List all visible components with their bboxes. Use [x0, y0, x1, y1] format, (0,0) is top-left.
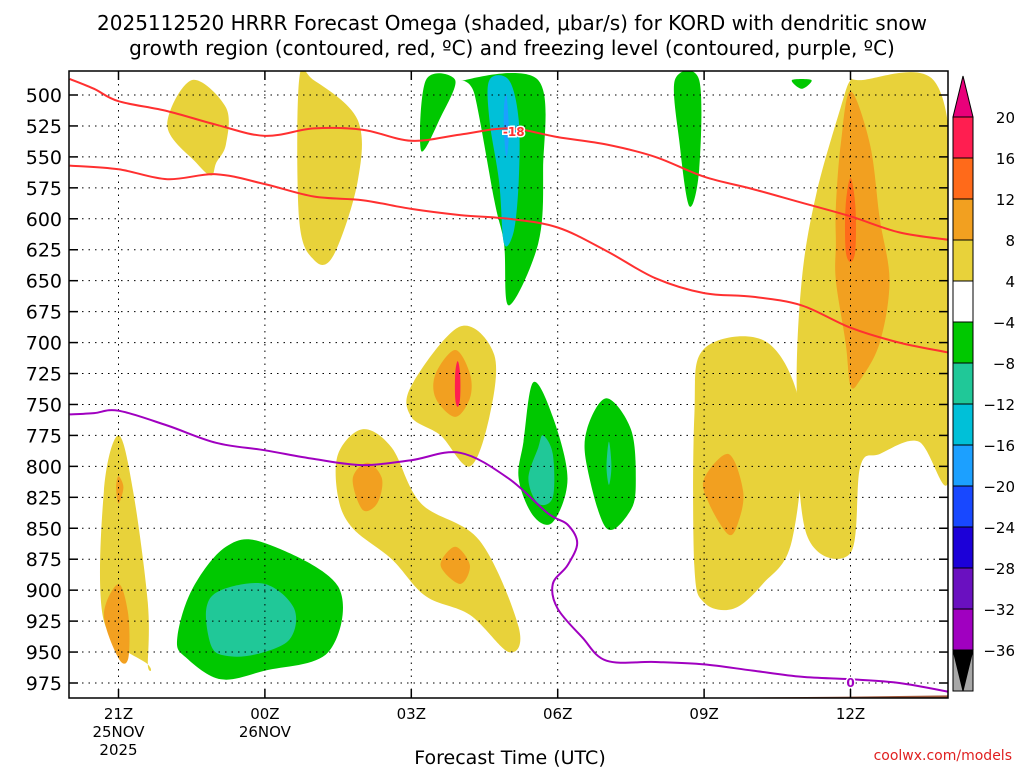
colorbar-box — [952, 321, 974, 364]
omega-region-3 — [167, 79, 229, 176]
colorbar: 20 16 12 8 4 −4 −8 −12 −16 −20 −24 −28 −32 −36 — [952, 75, 1015, 692]
colorbar-box — [952, 362, 974, 405]
y-tick-label: 875 — [26, 549, 62, 571]
colorbar-box — [952, 280, 974, 323]
x-tick-year: 2025 — [99, 741, 137, 759]
plot-frame — [68, 70, 949, 699]
colorbar-label: 12 — [996, 191, 1015, 209]
colorbar-label: −4 — [993, 314, 1015, 332]
y-tick-label: 650 — [26, 271, 62, 293]
omega-region-9 — [352, 462, 383, 512]
colorbar-box — [952, 526, 974, 569]
y-tick-label: 625 — [26, 240, 62, 262]
omega-region-14 — [835, 91, 890, 389]
colorbar-label: −24 — [983, 519, 1015, 537]
colorbar-label: 20 — [996, 109, 1015, 127]
y-tick-label: 800 — [26, 456, 62, 478]
colorbar-label: −16 — [983, 437, 1015, 455]
x-tick-label: 06Z — [543, 705, 572, 723]
x-tick-label: 09Z — [689, 705, 718, 723]
y-tick-label: 500 — [26, 85, 62, 107]
x-tick-label: 03Z — [397, 705, 426, 723]
contour-label: 0 — [846, 676, 854, 690]
omega-region-23 — [528, 435, 555, 506]
dgz-contour-line-1 — [69, 164, 948, 354]
omega-region-25 — [606, 441, 612, 485]
omega-region-21 — [791, 79, 812, 89]
colorbar-bottom-arrow — [952, 649, 974, 692]
omega-region-16 — [419, 73, 456, 152]
colorbar-label: 4 — [1005, 273, 1015, 291]
y-tick-label: 975 — [26, 673, 62, 695]
colorbar-box — [952, 444, 974, 487]
colorbar-label: 16 — [996, 150, 1015, 168]
colorbar-label: −20 — [983, 478, 1015, 496]
omega-region-1 — [103, 584, 130, 664]
omega-region-10 — [440, 546, 470, 584]
chart-title-line1: 2025112520 HRRR Forecast Omega (shaded, … — [97, 11, 927, 35]
y-axis: 500 525 550 575 600 625 650 675 700 725 750 775 800 8… — [26, 85, 948, 695]
omega-region-27 — [205, 583, 297, 657]
omega-region-11 — [693, 336, 803, 611]
x-tick-label: 21Z — [104, 705, 133, 723]
x-tick-label: 12Z — [836, 705, 865, 723]
colorbar-box — [952, 403, 974, 446]
colorbar-box — [952, 239, 974, 282]
colorbar-label: −36 — [983, 642, 1015, 660]
y-tick-label: 950 — [26, 642, 62, 664]
omega-region-4 — [297, 71, 362, 265]
y-tick-label: 750 — [26, 394, 62, 416]
chart-title-line2: growth region (contoured, red, ºC) and f… — [129, 36, 895, 60]
x-tick-date: 26NOV — [239, 723, 292, 741]
y-tick-label: 725 — [26, 364, 62, 386]
y-tick-label: 550 — [26, 147, 62, 169]
y-tick-label: 825 — [26, 487, 62, 509]
colorbar-box — [952, 608, 974, 651]
colorbar-label: −8 — [993, 355, 1015, 373]
y-tick-label: 525 — [26, 116, 62, 138]
y-tick-label: 850 — [26, 518, 62, 540]
x-tick-label: 00Z — [250, 705, 279, 723]
colorbar-box — [952, 485, 974, 528]
x-tick-date: 25NOV — [92, 723, 145, 741]
dgz-contour-line-0 — [69, 77, 948, 241]
y-tick-label: 675 — [26, 302, 62, 324]
y-tick-label: 600 — [26, 209, 62, 231]
omega-region-18 — [487, 75, 520, 247]
gridlines — [69, 71, 948, 698]
colorbar-box — [952, 157, 974, 200]
colorbar-top-arrow — [952, 75, 974, 118]
colorbar-box — [952, 198, 974, 241]
x-axis-label: Forecast Time (UTC) — [414, 747, 605, 768]
y-tick-label: 925 — [26, 611, 62, 633]
y-tick-label: 900 — [26, 580, 62, 602]
omega-region-2 — [116, 476, 124, 504]
colorbar-label: −12 — [983, 396, 1015, 414]
omega-region-6 — [433, 350, 472, 417]
contour-lines: -18 0 — [69, 77, 948, 698]
credit-text: coolwx.com/models — [874, 748, 1012, 764]
colorbar-label: −32 — [983, 601, 1015, 619]
y-tick-label: 775 — [26, 425, 62, 447]
omega-region-19 — [503, 94, 509, 157]
colorbar-label: 8 — [1005, 232, 1015, 250]
colorbar-label: −28 — [983, 560, 1015, 578]
freezing-level-line — [69, 409, 948, 693]
omega-region-7 — [454, 361, 461, 407]
omega-region-15 — [845, 177, 856, 263]
colorbar-box — [952, 116, 974, 159]
y-tick-label: 575 — [26, 178, 62, 200]
y-tick-label: 700 — [26, 333, 62, 355]
contour-label: -18 — [503, 125, 525, 139]
omega-region-12 — [702, 453, 744, 536]
colorbar-box — [952, 567, 974, 610]
